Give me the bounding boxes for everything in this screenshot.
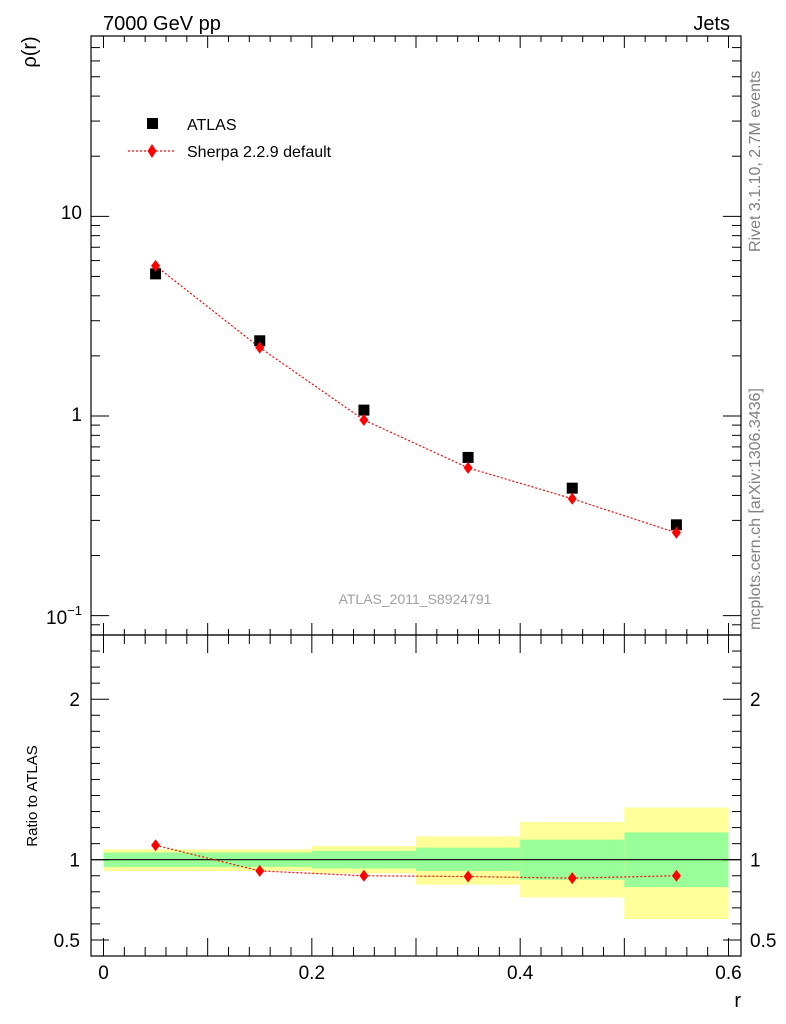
- atlas-point: [358, 404, 370, 416]
- header-right-label: Jets: [693, 13, 730, 35]
- atlas-point: [254, 335, 266, 347]
- sherpa-line: [155, 265, 677, 534]
- main-ytick-label-10: 10: [61, 203, 82, 224]
- ratio-sherpa-point: [463, 870, 473, 883]
- ratio-xtick-label: 0.6: [715, 963, 741, 984]
- ratio-xtick-label: 0: [98, 963, 109, 984]
- main-ytick-label-0.1: 10−1: [46, 603, 82, 629]
- sherpa-point: [359, 413, 369, 426]
- ratio-panel: Ratio to ATLAS 2 2 1 1 0.5 0.5 0 0.2 0.4 0.6 r: [24, 634, 777, 1012]
- ratio-sherpa-point: [359, 869, 369, 882]
- side-text-rivet: Rivet 3.1.10, 2.7M events: [747, 71, 764, 252]
- legend-atlas-marker: [147, 118, 158, 129]
- legend: ATLAS Sherpa 2.2.9 default: [128, 117, 332, 161]
- ratio-sherpa-point: [567, 872, 577, 885]
- atlas-point: [150, 268, 162, 280]
- ratio-sherpa-point: [151, 839, 161, 852]
- ratio-xtick-label: 0.2: [299, 963, 325, 984]
- analysis-label: ATLAS_2011_S8924791: [339, 591, 492, 607]
- sherpa-point: [463, 461, 473, 474]
- ratio-xtick-label: 0.4: [507, 963, 534, 984]
- ratio-ytick-label-left: 1: [69, 851, 80, 872]
- atlas-point: [462, 451, 474, 463]
- main-data-marks: [150, 259, 682, 539]
- legend-sherpa-label: Sherpa 2.2.9 default: [187, 144, 332, 161]
- main-ylabel: ρ(r): [19, 36, 41, 67]
- legend-atlas-label: ATLAS: [187, 117, 237, 134]
- sherpa-point: [567, 492, 577, 505]
- side-text-mcplots: mcplots.cern.ch [arXiv:1306.3436]: [747, 388, 764, 630]
- sherpa-point: [151, 259, 161, 272]
- main-ytick-label-1: 1: [71, 405, 82, 426]
- ratio-sherpa-point: [671, 869, 681, 882]
- ratio-ytick-labels: 2 2 1 1 0.5 0.5: [54, 690, 777, 952]
- atlas-point: [566, 482, 578, 494]
- legend-sherpa-marker: [147, 144, 157, 158]
- ratio-ylabel: Ratio to ATLAS: [24, 745, 41, 846]
- ratio-xtick-labels: 0 0.2 0.4 0.6: [98, 963, 742, 984]
- ratio-ytick-label-left: 2: [69, 690, 80, 711]
- ratio-ytick-label-right: 2: [750, 690, 761, 711]
- ratio-uncertainty-bands: [103, 807, 729, 920]
- ratio-data-marks: [151, 839, 681, 885]
- ratio-ytick-label-right: 1: [750, 851, 761, 872]
- ratio-ytick-label-right: 0.5: [750, 931, 776, 952]
- ratio-axis-ticks: [91, 634, 741, 957]
- atlas-point: [670, 519, 682, 531]
- ratio-sherpa-point: [255, 864, 265, 877]
- sherpa-point: [255, 341, 265, 354]
- main-axis-ticks: [91, 35, 741, 636]
- main-panel: ρ(r) 10 1 10−1 ATLAS_2011_S8924791 ATLAS…: [19, 35, 742, 636]
- ratio-ytick-label-left: 0.5: [54, 931, 80, 952]
- ratio-xlabel: r: [734, 990, 741, 1012]
- header-left-label: 7000 GeV pp: [103, 13, 221, 35]
- sherpa-point: [671, 526, 681, 539]
- ratio-sherpa-line: [155, 844, 677, 879]
